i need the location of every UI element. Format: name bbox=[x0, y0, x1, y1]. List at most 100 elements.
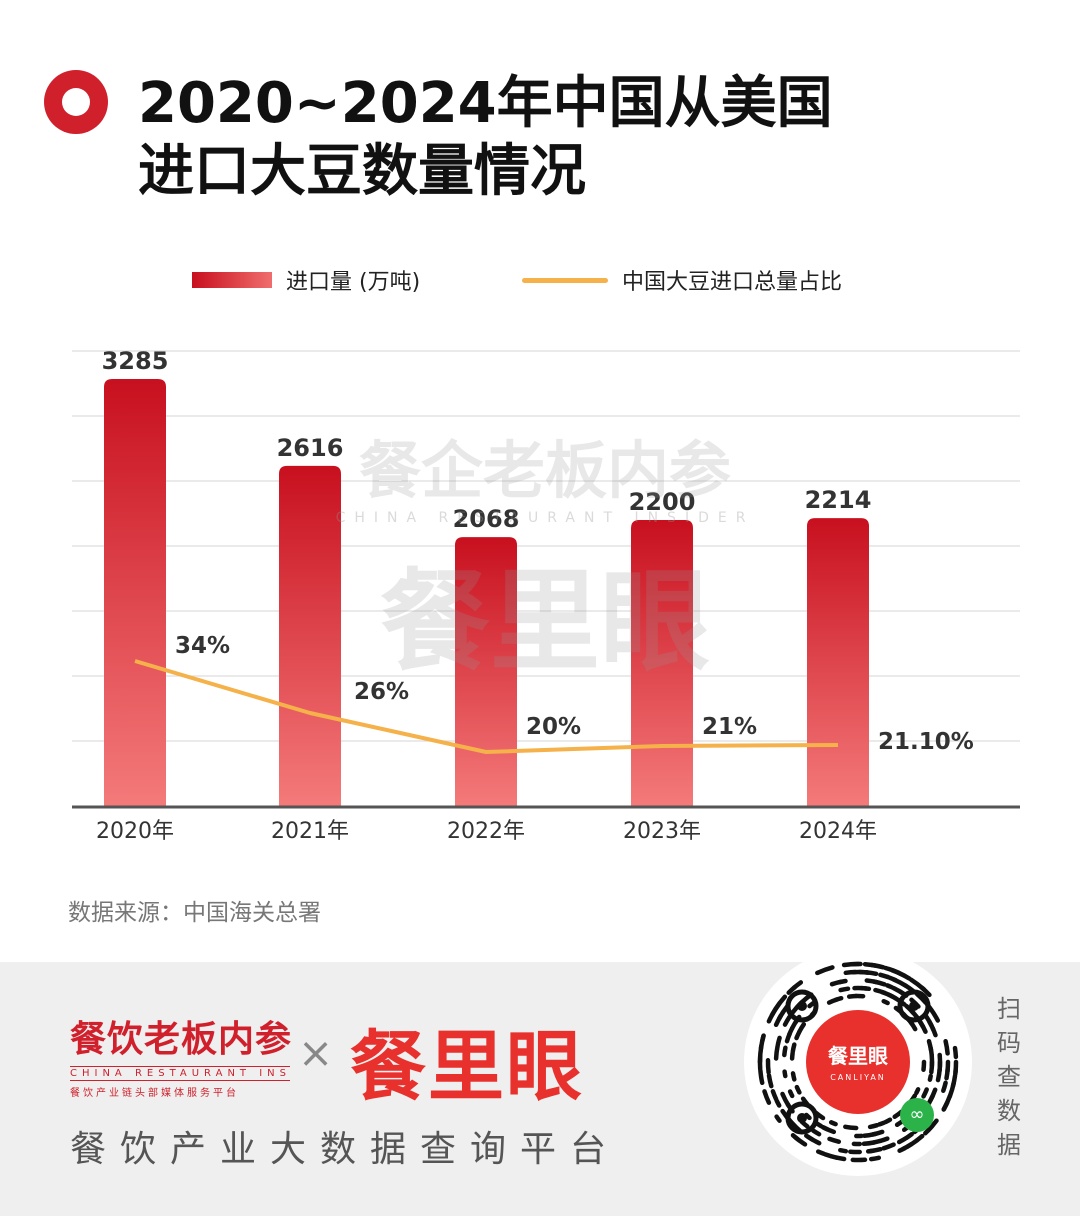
x-tick-label: 2020年 bbox=[96, 819, 174, 844]
qr-arc bbox=[790, 1042, 797, 1054]
qr-arc bbox=[869, 962, 886, 970]
data-labels: 3285 2616 2068 2200 2214 34% 26% 20% 21% 21.10% bbox=[102, 347, 974, 755]
qr-finder bbox=[785, 989, 819, 1023]
qr-finder-dot bbox=[797, 1001, 807, 1011]
qr-arc bbox=[881, 998, 890, 1006]
chart-title: 2020~2024年中国从美国 进口大豆数量情况 bbox=[138, 70, 918, 206]
bar-value-label: 2616 bbox=[277, 434, 344, 462]
qr-arc bbox=[766, 1073, 774, 1089]
qr-arc bbox=[815, 965, 835, 976]
bar-2022年 bbox=[455, 537, 517, 806]
chart-title-line-1: 2020~2024年中国从美国 bbox=[138, 71, 833, 136]
qr-arc bbox=[881, 1142, 896, 1151]
legend-item-bar: 进口量 (万吨) bbox=[192, 262, 420, 298]
scan-hint: 扫码查数据 bbox=[997, 995, 1021, 1159]
chart-title-line-2: 进口大豆数量情况 bbox=[138, 139, 586, 204]
qr-arc bbox=[759, 1033, 766, 1044]
brand-left-subtitle: 餐饮产业链头部媒体服务平台 bbox=[70, 1088, 239, 1099]
bar-2023年 bbox=[631, 520, 693, 806]
qr-arc bbox=[921, 1087, 929, 1099]
bar-value-label: 2068 bbox=[453, 505, 520, 533]
qr-arc bbox=[765, 1058, 771, 1075]
x-tick-label: 2024年 bbox=[799, 819, 877, 844]
qr-finder-dot bbox=[797, 1113, 807, 1123]
qr-brand-en: CANLIYAN bbox=[830, 1073, 886, 1082]
qr-arc bbox=[782, 1014, 792, 1027]
qr-arc bbox=[773, 1043, 780, 1061]
qr-finder-dot bbox=[909, 1001, 919, 1011]
qr-arc bbox=[782, 1069, 788, 1079]
qr-arc bbox=[871, 979, 887, 987]
qr-arc bbox=[908, 1020, 918, 1032]
x-tick-label: 2022年 bbox=[447, 819, 525, 844]
bar-2020年 bbox=[104, 378, 166, 806]
bar-value-label: 2200 bbox=[629, 488, 696, 516]
legend-item-line: 中国大豆进口总量占比 bbox=[522, 262, 842, 298]
qr-arc bbox=[815, 1149, 827, 1157]
qr-arc bbox=[918, 1019, 928, 1034]
qr-arc bbox=[762, 1089, 772, 1105]
qr-arc bbox=[775, 1035, 782, 1047]
qr-arc bbox=[804, 1112, 812, 1121]
qr-arc bbox=[793, 1135, 802, 1143]
qr-arc bbox=[877, 1120, 886, 1127]
legend-line-swatch bbox=[522, 277, 608, 283]
qr-arc bbox=[774, 1114, 782, 1123]
qr-arc bbox=[927, 1073, 933, 1082]
qr-arc bbox=[919, 985, 932, 998]
legend-line-label: 中国大豆进口总量占比 bbox=[622, 270, 843, 295]
qr-arc bbox=[943, 1038, 950, 1056]
ratio-polyline bbox=[134, 659, 839, 754]
qr-arc bbox=[896, 1135, 909, 1145]
qr-arc bbox=[885, 983, 895, 990]
qr-arc bbox=[941, 1080, 948, 1093]
qr-arc bbox=[791, 980, 804, 991]
qr-arc bbox=[865, 1148, 876, 1154]
qr-code[interactable]: 餐里眼 CANLIYAN ∞ bbox=[744, 948, 972, 1176]
footer-tagline: 餐饮产业大数据查询平台 bbox=[70, 1129, 621, 1170]
qr-arc bbox=[789, 1051, 795, 1061]
ratio-value-label: 21% bbox=[702, 714, 757, 740]
qr-arc bbox=[921, 1059, 927, 1072]
qr-arc bbox=[782, 1045, 788, 1058]
qr-arc bbox=[805, 1134, 816, 1143]
qr-arc bbox=[864, 970, 879, 977]
x-tick-label: 2023年 bbox=[623, 819, 701, 844]
bar-2021年 bbox=[279, 465, 341, 806]
qr-arc bbox=[838, 986, 851, 993]
qr-finder bbox=[785, 1101, 819, 1135]
qr-arc bbox=[941, 1100, 950, 1112]
qr-arc bbox=[896, 970, 912, 981]
title-bullet-icon bbox=[44, 70, 108, 134]
qr-arc bbox=[953, 1066, 959, 1077]
ratio-value-label: 20% bbox=[526, 714, 581, 740]
qr-arc bbox=[787, 1089, 795, 1099]
gridlines bbox=[72, 350, 1020, 742]
qr-arc bbox=[820, 1124, 830, 1132]
qr-arc bbox=[773, 994, 788, 1012]
qr-arc bbox=[838, 1147, 849, 1154]
qr-arc bbox=[861, 1140, 877, 1147]
x-axis: 2020年 2021年 2022年 2023年 2024年 bbox=[72, 805, 1020, 844]
qr-arc bbox=[923, 1123, 935, 1136]
qr-arc bbox=[861, 1131, 878, 1138]
ratio-value-label: 21.10% bbox=[878, 729, 974, 755]
qr-arc bbox=[935, 1066, 942, 1083]
qr-arc bbox=[914, 1087, 921, 1096]
qr-finder bbox=[897, 989, 931, 1023]
qr-arc bbox=[944, 1066, 950, 1081]
qr-arc bbox=[770, 1089, 779, 1102]
bar-line-chart: 3285 2616 2068 2200 2214 34% 26% 20% 21% 21.10% 2… bbox=[72, 347, 1020, 844]
qr-arc bbox=[811, 1128, 822, 1137]
legend: 进口量 (万吨) 中国大豆进口总量占比 bbox=[0, 262, 1080, 298]
brand-left-english: CHINA RESTAURANT INSIDER bbox=[70, 1066, 290, 1081]
bar-value-label: 3285 bbox=[102, 347, 169, 375]
data-source: 数据来源：中国海关总署 bbox=[68, 900, 321, 926]
qr-arc bbox=[827, 1136, 842, 1144]
qr-arc bbox=[897, 1145, 908, 1153]
qr-arc bbox=[843, 1124, 859, 1131]
qr-arc bbox=[833, 995, 844, 1003]
qr-arc bbox=[952, 1045, 959, 1060]
qr-arc bbox=[868, 1155, 882, 1162]
qr-arc bbox=[928, 1007, 941, 1023]
